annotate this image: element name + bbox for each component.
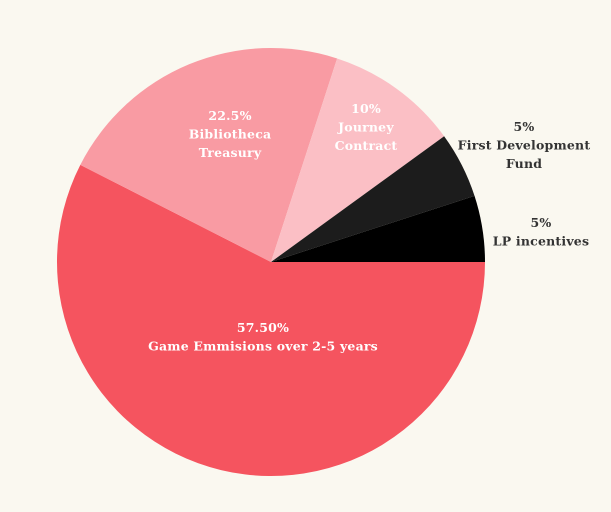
- pie-label-game-emissions: 57.50% Game Emmisions over 2-5 years: [148, 320, 378, 354]
- pie-label-bibliotheca-treasury: 22.5% Bibliotheca Treasury: [189, 108, 272, 160]
- pie-label-lp-incentives: 5% LP incentives: [493, 215, 589, 249]
- pie-slice-journey-contract: [271, 58, 445, 262]
- pie-slice-first-development-fund: [271, 136, 475, 262]
- pie-slice-game-emissions: [56, 164, 485, 477]
- pie-slice-lp-incentives: [271, 195, 485, 262]
- pie-slice-bibliotheca-treasury: [80, 48, 338, 263]
- pie-label-journey-contract: 10% Journey Contract: [335, 101, 398, 153]
- pie-label-first-development-fund: 5% First Development Fund: [458, 119, 591, 171]
